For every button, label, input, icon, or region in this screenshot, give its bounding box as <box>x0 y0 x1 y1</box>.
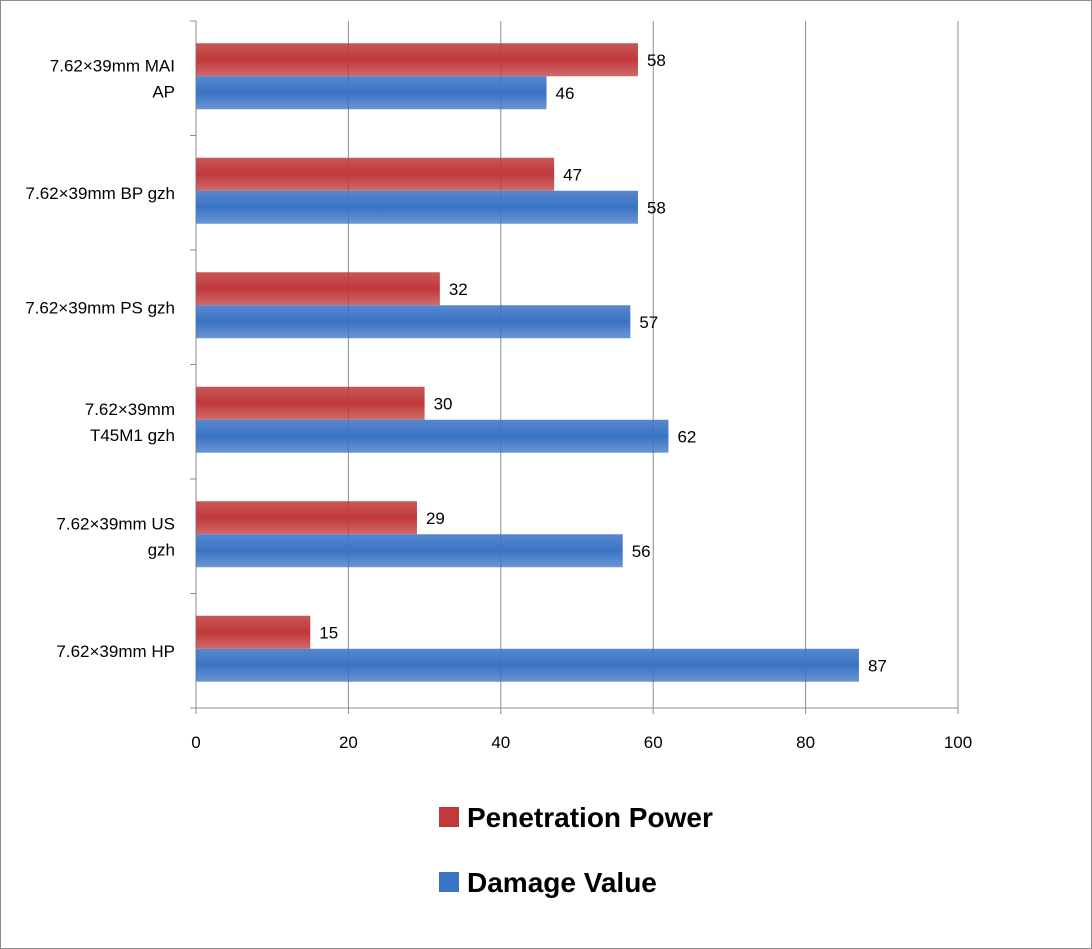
legend-swatch-penetration <box>439 807 459 827</box>
category-label-5: 7.62×39mm HP <box>56 642 175 661</box>
x-tick-label-0: 0 <box>191 733 200 752</box>
category-label-3: 7.62×39mm <box>85 400 175 419</box>
category-label-0: AP <box>152 82 175 101</box>
data-label-damage-5: 87 <box>868 656 887 675</box>
bar-damage-0 <box>196 76 547 110</box>
bar-damage-1 <box>196 190 638 224</box>
x-tick-label-20: 20 <box>339 733 358 752</box>
data-label-penetration-5: 15 <box>319 623 338 642</box>
data-label-penetration-2: 32 <box>449 280 468 299</box>
category-label-0: 7.62×39mm MAI <box>50 56 175 75</box>
category-label-3: T45M1 gzh <box>90 426 175 445</box>
category-label-1: 7.62×39mm BP gzh <box>26 184 175 203</box>
legend-swatch-damage <box>439 872 459 892</box>
x-tick-label-40: 40 <box>491 733 510 752</box>
bar-penetration-3 <box>196 386 425 420</box>
data-label-damage-3: 62 <box>677 427 696 446</box>
category-label-4: 7.62×39mm US <box>56 514 175 533</box>
bar-damage-4 <box>196 534 623 568</box>
bar-damage-5 <box>196 648 859 682</box>
data-label-damage-4: 56 <box>632 542 651 561</box>
data-label-damage-0: 46 <box>556 84 575 103</box>
x-tick-label-100: 100 <box>944 733 972 752</box>
data-label-penetration-3: 30 <box>434 394 453 413</box>
category-label-2: 7.62×39mm PS gzh <box>25 298 175 317</box>
x-tick-label-80: 80 <box>796 733 815 752</box>
data-label-penetration-4: 29 <box>426 509 445 528</box>
data-label-damage-1: 58 <box>647 198 666 217</box>
bar-penetration-2 <box>196 272 440 306</box>
legend-label-penetration: Penetration Power <box>467 802 713 833</box>
category-label-4: gzh <box>148 540 175 559</box>
data-label-damage-2: 57 <box>639 313 658 332</box>
data-label-penetration-1: 47 <box>563 165 582 184</box>
bar-damage-2 <box>196 305 631 339</box>
x-tick-label-60: 60 <box>644 733 663 752</box>
bar-damage-3 <box>196 419 669 453</box>
legend-label-damage: Damage Value <box>467 867 657 898</box>
bar-penetration-1 <box>196 157 555 191</box>
bar-penetration-0 <box>196 43 638 77</box>
bar-penetration-4 <box>196 501 417 535</box>
data-label-penetration-0: 58 <box>647 51 666 70</box>
bar-penetration-5 <box>196 615 311 649</box>
